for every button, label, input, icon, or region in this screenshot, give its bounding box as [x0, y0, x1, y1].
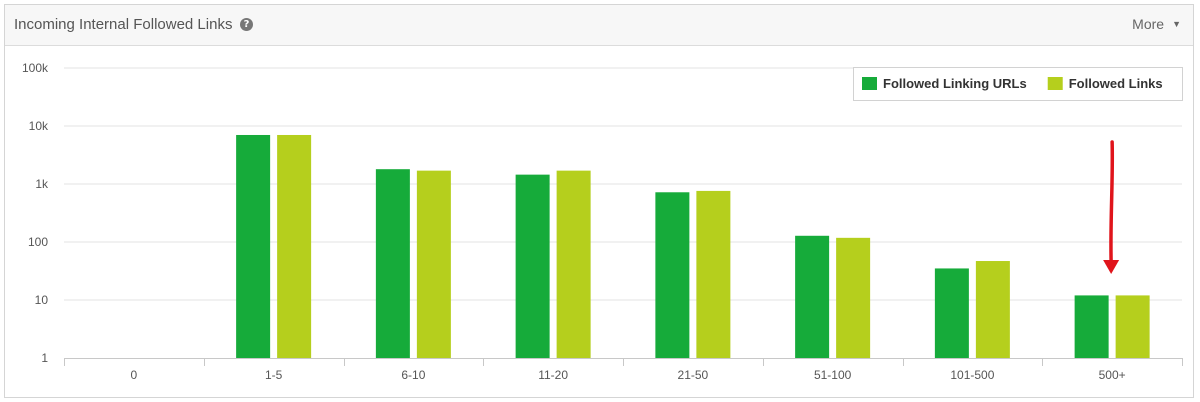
legend-box	[853, 67, 1183, 101]
bar-followed-linking-urls	[934, 268, 969, 358]
bar-followed-linking-urls	[655, 192, 690, 358]
bars	[236, 134, 1150, 358]
panel-header: Incoming Internal Followed Links ? More ▼	[5, 5, 1193, 46]
bar-followed-links	[1115, 295, 1150, 358]
x-tick-label: 1-5	[265, 368, 283, 382]
x-tick-label: 101-500	[950, 368, 994, 382]
bar-followed-links	[975, 261, 1010, 358]
legend-label: Followed Links	[1069, 76, 1163, 91]
panel-title: Incoming Internal Followed Links	[14, 16, 233, 33]
x-tick-label: 21-50	[678, 368, 709, 382]
bar-followed-linking-urls	[515, 174, 550, 358]
x-tick-label: 500+	[1099, 368, 1126, 382]
bar-followed-links	[696, 190, 731, 358]
bar-followed-linking-urls	[1074, 295, 1109, 358]
legend-swatch	[1047, 77, 1063, 90]
y-tick-label: 1	[41, 351, 48, 365]
y-tick-label: 100	[28, 235, 48, 249]
legend-swatch	[862, 77, 877, 90]
x-axis: 0 1-5 6-10 11-20 21-50 51-100 101-500 500+	[64, 358, 1183, 382]
bar-followed-links	[556, 170, 591, 358]
bar-followed-linking-urls	[375, 169, 410, 358]
legend-label: Followed Linking URLs	[883, 76, 1027, 91]
x-tick-label: 51-100	[814, 368, 852, 382]
help-icon[interactable]: ?	[240, 18, 253, 31]
y-tick-label: 100k	[22, 61, 49, 75]
x-tick-label: 11-20	[538, 368, 568, 382]
x-tick-label: 6-10	[401, 368, 425, 382]
grid-lines	[64, 67, 1182, 301]
y-tick-label: 10k	[29, 119, 49, 133]
more-label: More	[1132, 16, 1165, 32]
legend: Followed Linking URLs Followed Links	[853, 67, 1183, 101]
annotation-arrow	[1103, 140, 1120, 274]
more-menu-button[interactable]: More ▼	[1132, 16, 1181, 32]
bar-followed-links	[277, 134, 312, 358]
annotation-arrow-head	[1103, 260, 1120, 274]
bar-followed-linking-urls	[795, 235, 830, 358]
x-tick-label: 0	[131, 368, 138, 382]
caret-down-icon: ▼	[1172, 19, 1181, 29]
y-tick-label: 10	[35, 293, 49, 307]
y-tick-label: 1k	[35, 177, 49, 191]
bar-followed-links	[416, 170, 451, 358]
bar-followed-links	[836, 237, 871, 358]
y-axis-ticks: 1 10 100 1k 10k 100k	[22, 61, 49, 365]
annotation-arrow-shaft	[1109, 140, 1115, 264]
bar-followed-linking-urls	[236, 134, 271, 358]
